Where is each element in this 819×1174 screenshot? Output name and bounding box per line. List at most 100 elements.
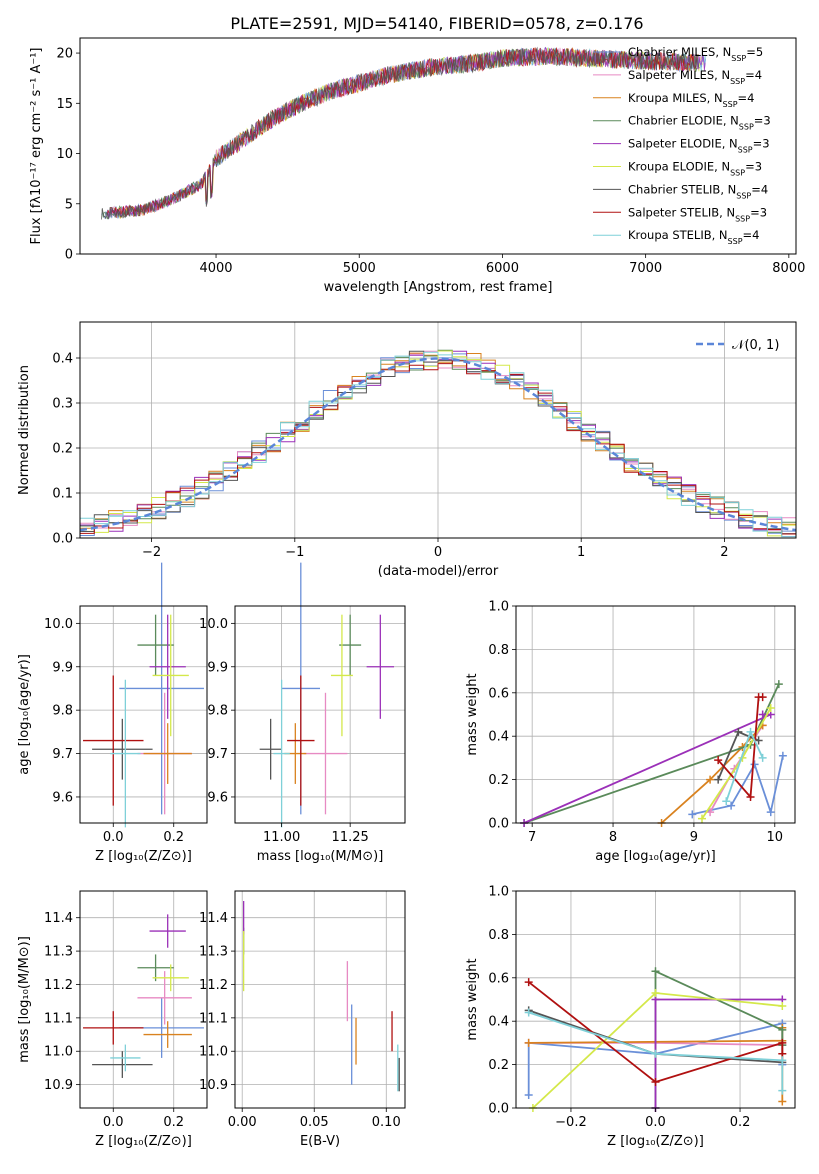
errorbar-point [137, 954, 174, 982]
axes-frame [234, 605, 406, 824]
errorbar-point [366, 614, 395, 719]
weight-marker [727, 801, 736, 810]
weight-marker [698, 814, 706, 823]
weight-marker [778, 1097, 787, 1106]
y-tick-label: 0.2 [488, 1058, 509, 1073]
y-tick-label: 9.6 [207, 790, 228, 805]
x-tick-label: 0.00 [228, 1115, 257, 1130]
weight-marker [714, 775, 723, 784]
errorbar-point [152, 964, 189, 992]
y-tick-label: 9.7 [207, 747, 228, 762]
weight-marker [688, 810, 697, 819]
y-axis-label: age [log₁₀(age/yr)] [17, 654, 32, 775]
axes-frame [79, 37, 797, 255]
x-tick-label: 2 [720, 545, 728, 560]
axes-frame [79, 321, 797, 539]
legend-label: Chabrier ELODIE, NSSP=3 [628, 114, 771, 132]
y-tick-label: 0.4 [52, 352, 73, 367]
y-tick-label: 0.4 [488, 1015, 509, 1030]
errorbar-point [152, 614, 189, 737]
histogram-5 [80, 350, 796, 537]
y-axis-label: Flux [fλ10⁻¹⁷ erg cm⁻² s⁻¹ A⁻¹] [29, 48, 44, 245]
errorbar-point [287, 675, 315, 806]
y-tick-label: 0.6 [488, 971, 509, 986]
errorbar-point [119, 562, 204, 815]
panel-spectrum: 4000 5000 6000 7000 8000 0 5 10 15 20 wavelength [… [29, 37, 805, 295]
x-tick-label: 7 [528, 830, 536, 845]
errorbar-point [149, 614, 186, 719]
y-tick-label: 1.0 [488, 885, 509, 900]
y-tick-label: 0.3 [52, 397, 73, 412]
x-tick-label: 0.2 [730, 1115, 751, 1130]
errorbar-point [273, 679, 290, 828]
y-tick-label: 0.0 [52, 532, 73, 547]
x-axis-label: wavelength [Angstrom, rest frame] [324, 280, 553, 295]
x-tick-label: 8 [609, 830, 617, 845]
plot-area [242, 901, 400, 1092]
plot-area [83, 562, 204, 828]
weight-marker [778, 751, 787, 760]
y-tick-label: 11.1 [44, 1011, 73, 1026]
plot-area [520, 680, 787, 827]
y-tick-label: 11.0 [44, 1045, 73, 1060]
y-tick-label: 0.6 [488, 686, 509, 701]
errorbar-point [330, 614, 353, 737]
y-tick-label: 0.1 [52, 487, 73, 502]
y-tick-label: 9.8 [207, 704, 228, 719]
y-tick-label: 0.2 [52, 442, 73, 457]
weight-marker [778, 1056, 787, 1065]
x-axis-label: mass [log₁₀(M/M⊙)] [257, 849, 384, 864]
legend: Chabrier MILES, NSSP=5 Salpeter MILES, NS… [593, 45, 771, 246]
axes-frame [515, 890, 796, 1109]
axes-frame [515, 605, 796, 824]
y-tick-label: 10.0 [44, 617, 73, 632]
x-axis-label: Z [log₁₀(Z/Z⊙)] [607, 1134, 704, 1149]
y-tick-label: 11.4 [44, 911, 73, 926]
weight-marker [651, 1077, 660, 1086]
weight-marker [734, 727, 743, 736]
x-tick-label: 7000 [629, 261, 662, 276]
y-axis-label: Normed distribution [17, 365, 32, 495]
y-tick-label: 9.7 [52, 747, 73, 762]
weight-line-7 [528, 981, 784, 1083]
weight-marker [651, 988, 660, 997]
weight-line-5 [701, 707, 772, 820]
x-tick-label: 0.0 [103, 830, 124, 845]
x-tick-label: 6000 [486, 261, 519, 276]
y-tick-label: 15 [56, 97, 73, 112]
axes-frame [79, 890, 208, 1109]
weight-marker [778, 1038, 787, 1047]
legend-label: Salpeter MILES, NSSP=4 [628, 68, 762, 86]
y-tick-label: 20 [56, 47, 73, 62]
y-tick-label: 0.8 [488, 643, 509, 658]
errorbar-point [143, 1021, 192, 1048]
y-tick-label: 11.2 [44, 978, 73, 993]
histogram-6 [80, 350, 796, 535]
x-tick-label: 9 [690, 830, 698, 845]
spectrum-line-6 [101, 46, 700, 220]
errorbar-point [303, 692, 348, 815]
x-tick-label: 0.10 [372, 1115, 401, 1130]
weight-marker [722, 797, 731, 806]
x-tick-label: 0.0 [645, 1115, 666, 1130]
errorbar-point [92, 718, 153, 780]
y-tick-label: 10 [56, 147, 73, 162]
errorbar-point [259, 718, 282, 780]
legend-label: Salpeter ELODIE, NSSP=3 [628, 137, 770, 155]
x-tick-label: 11.25 [332, 830, 369, 845]
x-tick-label: 1 [577, 545, 585, 560]
panel-mass-vs-z: 0.0 0.2 10.9 11.0 11.1 11.2 11.3 11.4 Z [log₁₀(Z… [17, 890, 208, 1149]
weight-marker [714, 756, 723, 765]
legend-label: Salpeter STELIB, NSSP=3 [628, 205, 767, 223]
legend-label: Chabrier STELIB, NSSP=4 [628, 182, 768, 200]
panel-residuals: −2 −1 0 1 2 0.0 0.1 0.2 0.3 0.4 (data-model)/error… [17, 321, 797, 579]
weight-marker [766, 808, 775, 817]
plot-area [524, 967, 787, 1112]
errorbar-point [137, 971, 192, 1025]
weight-marker [524, 1090, 533, 1099]
weight-marker [758, 693, 767, 702]
weight-marker [758, 710, 767, 719]
figure-title: PLATE=2591, MJD=54140, FIBERID=0578, z=0… [230, 14, 643, 33]
y-tick-label: 0.4 [488, 730, 509, 745]
